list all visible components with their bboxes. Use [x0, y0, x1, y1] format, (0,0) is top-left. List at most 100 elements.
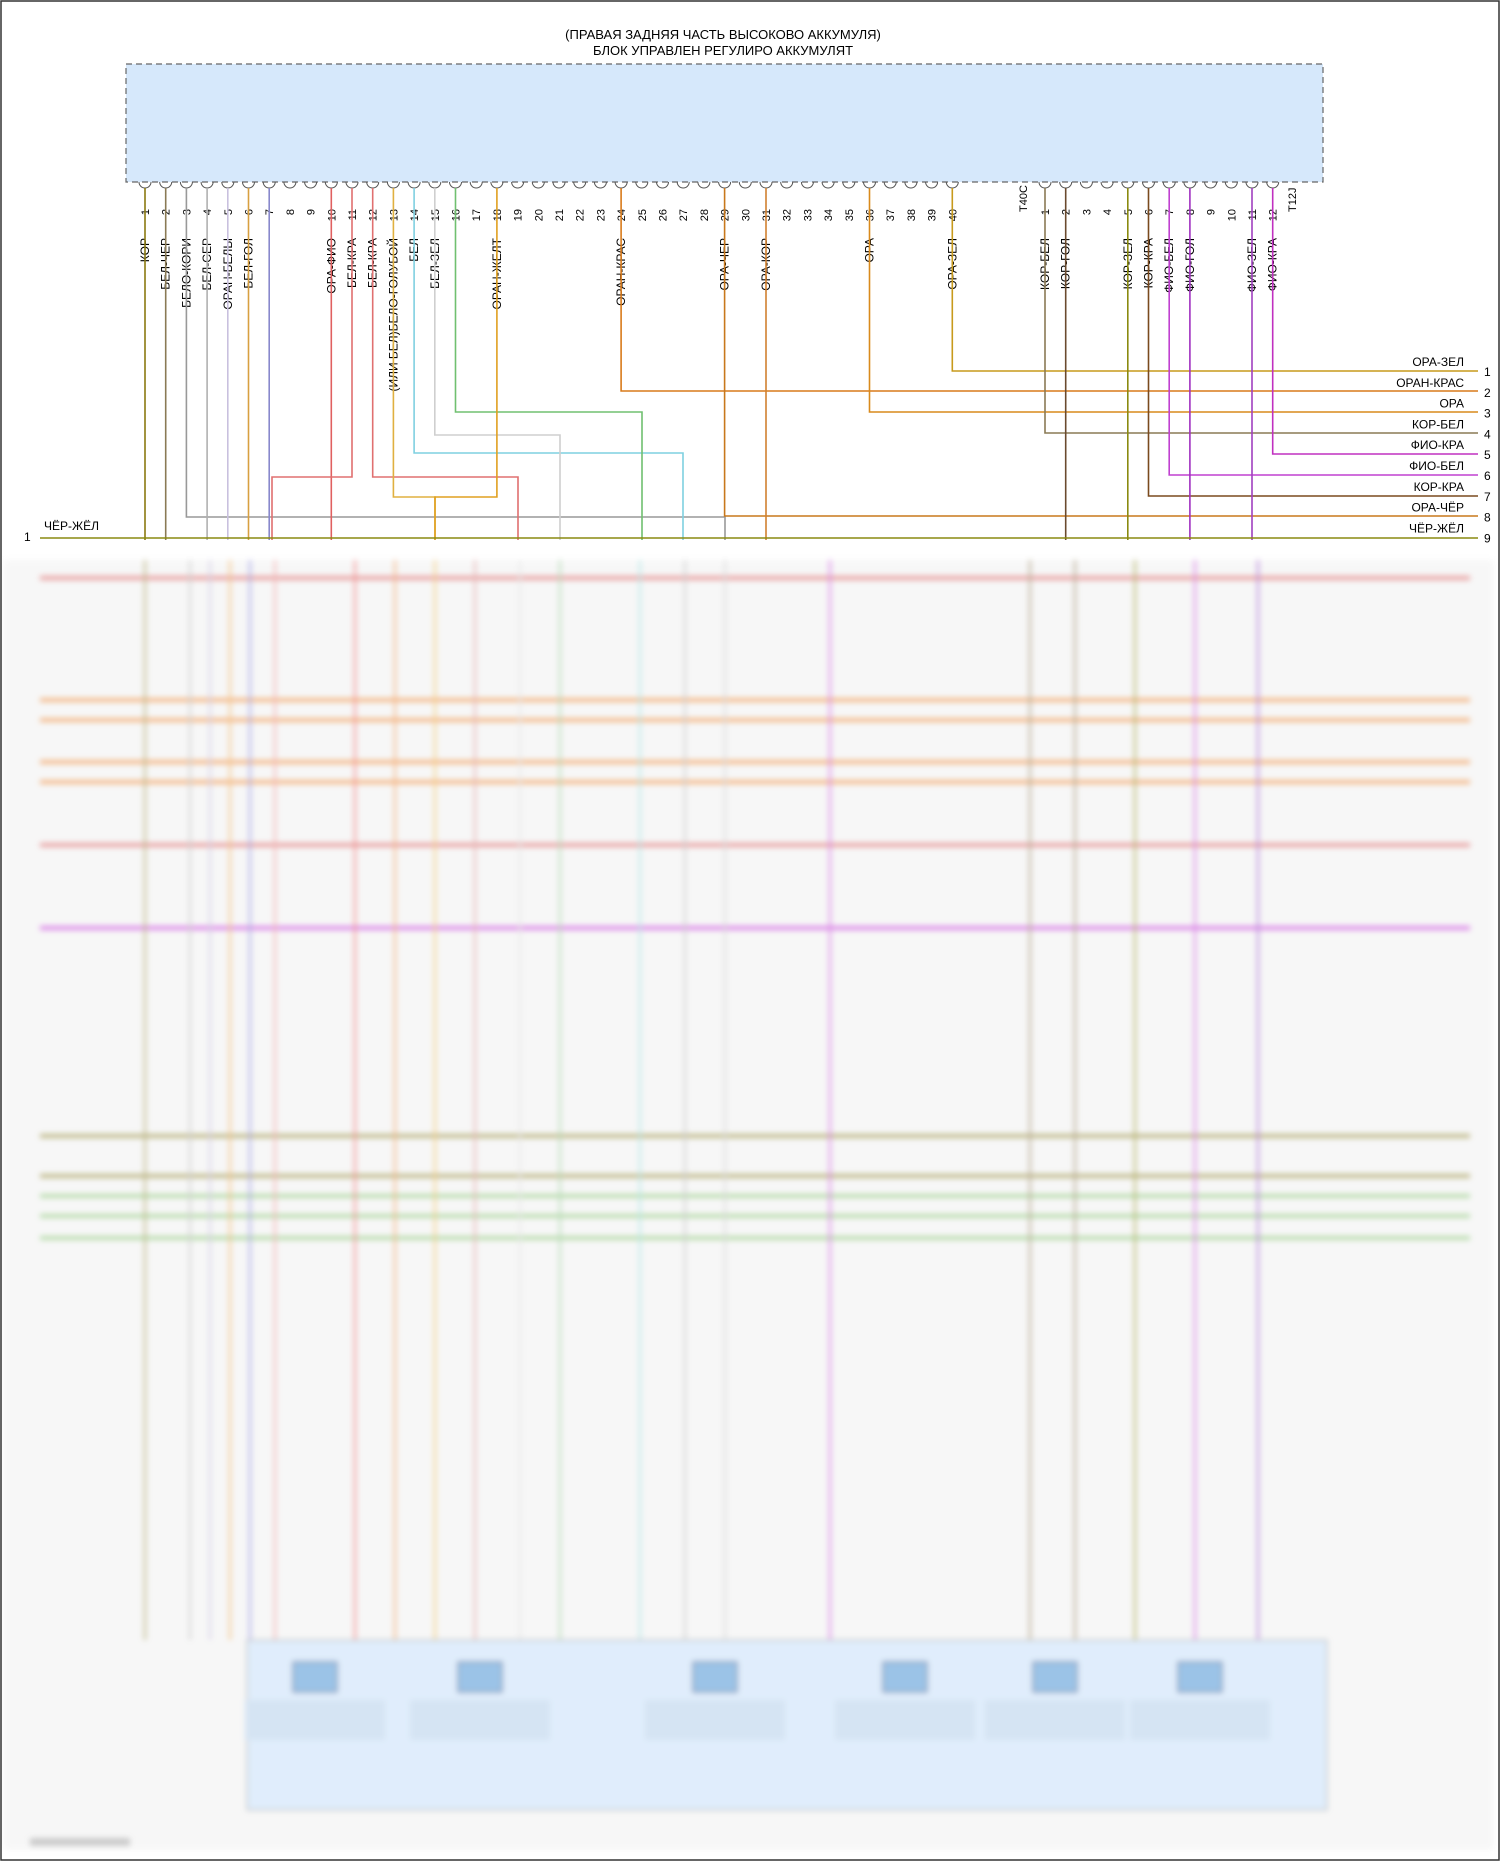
pin-number: 6 — [244, 209, 256, 215]
pin-socket — [780, 181, 794, 189]
pin-socket — [1183, 181, 1197, 189]
pin-socket — [1100, 181, 1114, 189]
pin-number: 9 — [1206, 209, 1218, 215]
pin-number: 26 — [658, 209, 670, 221]
wire — [951, 188, 1478, 372]
wire — [185, 188, 726, 540]
pin-number: 13 — [388, 209, 400, 221]
pin-number: 17 — [471, 209, 483, 221]
right-output-number: 5 — [1484, 448, 1491, 462]
pin-socket — [469, 181, 483, 189]
wire — [1147, 188, 1478, 497]
right-output-number: 1 — [1484, 365, 1491, 379]
pin-number: 3 — [181, 209, 193, 215]
pin-socket — [221, 181, 235, 189]
pin-number: 8 — [1185, 209, 1197, 215]
pin-socket — [842, 181, 856, 189]
pin-socket — [1038, 181, 1052, 189]
pin-number: 37 — [885, 209, 897, 221]
pin-number: 28 — [699, 209, 711, 221]
wire — [1168, 188, 1478, 476]
wire — [1044, 188, 1478, 434]
pin-number: 4 — [202, 209, 214, 215]
right-output-number: 9 — [1484, 531, 1491, 545]
pin-socket — [656, 181, 669, 189]
pin-socket — [304, 181, 318, 189]
pin-socket — [883, 181, 897, 189]
pin-number: 4 — [1102, 209, 1114, 215]
right-output-number: 6 — [1484, 469, 1491, 483]
pin-number: 20 — [533, 209, 545, 221]
pin-number: 5 — [1123, 209, 1135, 215]
pin-socket — [407, 181, 421, 189]
pin-number: 9 — [306, 209, 318, 215]
pin-number: 29 — [720, 209, 732, 221]
pin-number: 15 — [430, 209, 442, 221]
pin-number: 8 — [285, 209, 297, 215]
pin-number: 34 — [823, 209, 835, 221]
pin-number: 40 — [947, 209, 959, 221]
pin-number: 10 — [1226, 209, 1238, 221]
pin-number: 30 — [740, 209, 752, 221]
right-output-number: 2 — [1484, 386, 1491, 400]
right-output-label: ОРА — [1439, 397, 1464, 411]
pin-number: 6 — [1144, 209, 1156, 215]
pin-socket — [945, 181, 959, 189]
pin-socket — [697, 181, 711, 189]
pin-socket — [1079, 181, 1093, 189]
right-output-label: КОР-БЕЛ — [1412, 417, 1464, 431]
pin-socket — [718, 181, 732, 189]
wires-upper — [40, 188, 1478, 540]
wire — [454, 188, 643, 540]
pin-socket — [179, 181, 193, 189]
pin-socket — [345, 181, 359, 189]
pin-socket — [386, 181, 400, 189]
pin-number: 22 — [575, 209, 587, 221]
right-output-label: ОРА-ЧЁР — [1411, 501, 1464, 515]
pin-socket — [552, 181, 566, 189]
pin-socket — [904, 181, 918, 189]
pin-number: 1 — [1040, 209, 1052, 215]
pin-number: 31 — [761, 209, 773, 221]
pin-number: 21 — [554, 209, 566, 221]
pin-socket — [1204, 181, 1218, 189]
pin-socket — [1245, 181, 1259, 189]
pin-number: 7 — [1164, 209, 1176, 215]
pin-number: 23 — [595, 209, 607, 221]
pin-socket — [324, 181, 338, 189]
pin-socket — [1266, 181, 1280, 189]
wire — [413, 188, 684, 540]
pin-number: 38 — [906, 209, 918, 221]
pin-socket — [593, 181, 607, 189]
pin-socket — [242, 181, 255, 189]
connector-t40c-label: T40C — [1018, 185, 1030, 212]
wire — [620, 188, 1478, 392]
pin-number: 11 — [347, 209, 359, 220]
pin-socket — [138, 181, 152, 189]
pin-socket — [635, 181, 649, 189]
pin-number: 27 — [678, 209, 690, 221]
pin-number: 36 — [865, 209, 877, 221]
pin-socket — [366, 181, 380, 189]
pin-number: 10 — [326, 209, 338, 221]
wire — [1271, 188, 1478, 455]
pin-socket — [676, 181, 690, 189]
pin-socket — [821, 181, 835, 189]
wire — [271, 188, 353, 540]
pin-number: 12 — [368, 209, 380, 221]
pin-socket — [262, 181, 276, 189]
pin-socket — [925, 181, 939, 189]
pin-socket — [573, 181, 587, 189]
pin-socket — [531, 181, 545, 189]
pin-socket — [1142, 181, 1155, 189]
pin-number: 7 — [264, 209, 276, 215]
pin-number: 11 — [1247, 209, 1259, 220]
wire-color-labels: КОР БЕЛ-ЧЕР БЕЛО-КОРИ БЕЛ-СЕР ОРАН-БЕЛЫ БЕЛ-Г… — [138, 237, 1280, 391]
wire — [371, 188, 519, 540]
diagram-title-line2: БЛОК УПРАВЛЕН РЕГУЛИРО АККУМУЛЯТ — [593, 43, 853, 58]
pin-number: 3 — [1081, 209, 1093, 215]
pin-number: 2 — [1061, 209, 1073, 215]
wire — [434, 188, 498, 540]
battery-control-module-box — [125, 63, 1324, 183]
right-output-label: ФИО-КРА — [1411, 438, 1464, 452]
